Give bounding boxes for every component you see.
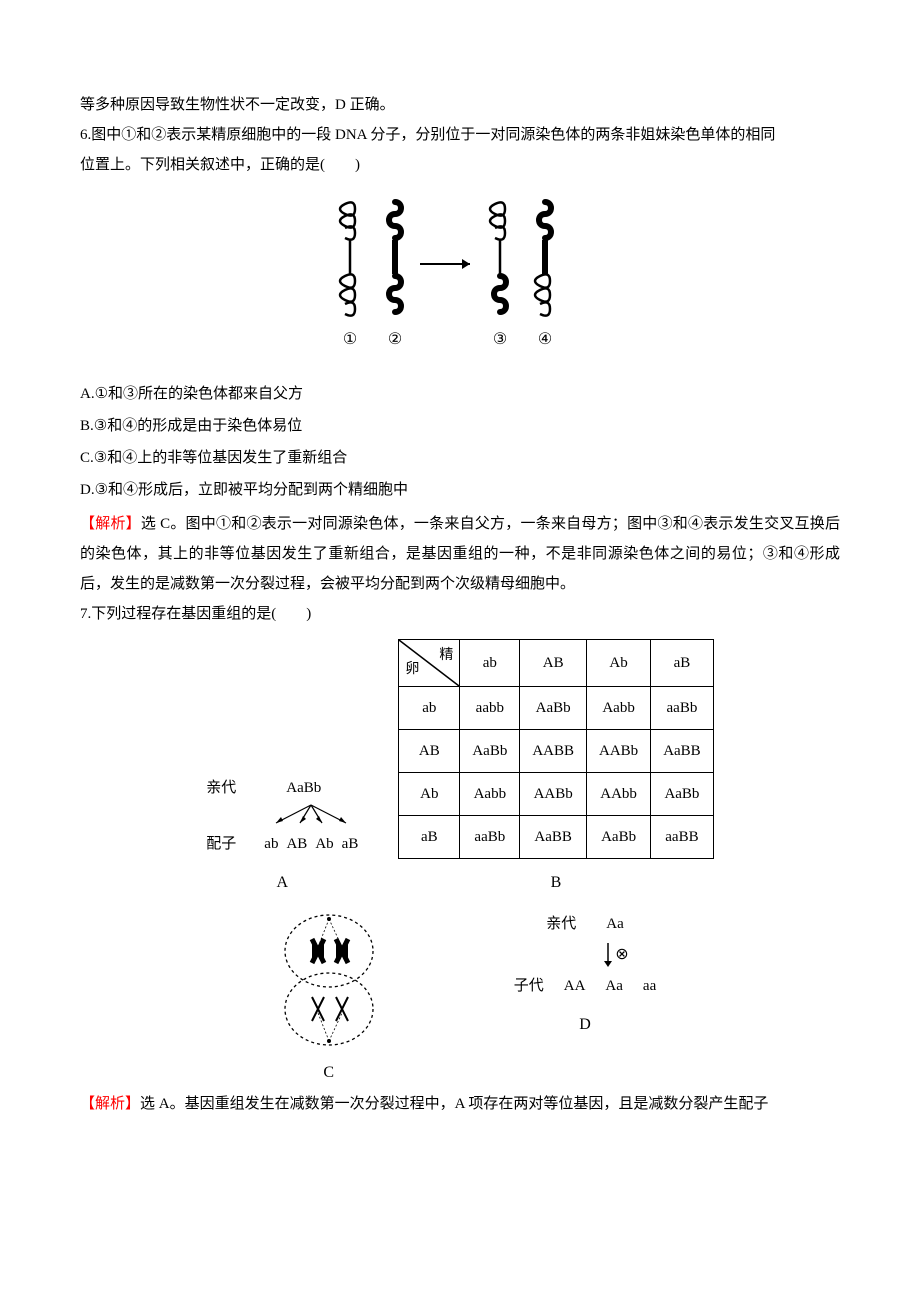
cell-1-1: AABB (520, 730, 587, 773)
cell-2-0: Aabb (460, 773, 520, 816)
panel-b-label: B (551, 867, 562, 899)
cell-0-0: aabb (460, 687, 520, 730)
q6-option-c: C.③和④上的非等位基因发生了重新组合 (80, 443, 840, 473)
chromosome-diagram: ① ② ③ ④ (315, 194, 605, 354)
row-0-h: ab (399, 687, 460, 730)
q6-option-a: A.①和③所在的染色体都来自父方 (80, 379, 840, 409)
col-3: aB (651, 640, 714, 687)
d-off-1: Aa (605, 971, 623, 1001)
q7-row-ab: 亲代 AaBb 配子 ab AB Ab aB A (80, 639, 840, 899)
q6-stem-b: 位置上。下列相关叙述中，正确的是( ) (80, 150, 840, 180)
cell-0-2: Aabb (587, 687, 651, 730)
cell-3-1: AaBB (520, 816, 587, 859)
analysis-label: 【解析】 (80, 1096, 140, 1112)
cell-division-diagram (264, 909, 394, 1049)
row-2-h: Ab (399, 773, 460, 816)
gamete-1: AB (286, 829, 307, 859)
col-0: ab (460, 640, 520, 687)
branch-arrows-icon (266, 803, 356, 829)
punnett-table: 精 卵 ab AB Ab aB ab aabb AaBb Aabb aaBb A… (398, 639, 713, 859)
cell-1-2: AABb (587, 730, 651, 773)
cell-3-3: aaBB (651, 816, 714, 859)
d-parent-value: Aa (606, 909, 624, 939)
d-parent-label: 亲代 (546, 909, 576, 939)
row-1-h: AB (399, 730, 460, 773)
cell-0-3: aaBb (651, 687, 714, 730)
d-off-2: aa (643, 971, 656, 1001)
q7-stem: 7.下列过程存在基因重组的是( ) (80, 599, 840, 629)
gamete-2: Ab (315, 829, 333, 859)
panel-d-content: 亲代 Aa ⊗ 子代 AA Aa aa (514, 909, 657, 1001)
svg-text:①: ① (343, 331, 357, 348)
q7-panel-b: 精 卵 ab AB Ab aB ab aabb AaBb Aabb aaBb A… (398, 639, 713, 899)
q7-row-cd: C 亲代 Aa ⊗ 子代 AA Aa aa D (80, 909, 840, 1089)
cell-0-1: AaBb (520, 687, 587, 730)
parent-label: 亲代 (206, 773, 246, 803)
d-offspring-label: 子代 (514, 971, 544, 1001)
col-1: AB (520, 640, 587, 687)
cell-3-0: aaBb (460, 816, 520, 859)
down-arrow-icon (601, 941, 615, 969)
parent-value: AaBb (286, 773, 321, 803)
panel-d-label: D (579, 1009, 591, 1041)
cell-2-2: AAbb (587, 773, 651, 816)
gamete-3: aB (342, 829, 359, 859)
diag-top: 精 (439, 642, 453, 670)
q6-option-b: B.③和④的形成是由于染色体易位 (80, 411, 840, 441)
q6-figure: ① ② ③ ④ (80, 194, 840, 365)
cell-3-2: AaBb (587, 816, 651, 859)
q6-options: A.①和③所在的染色体都来自父方 B.③和④的形成是由于染色体易位 C.③和④上… (80, 379, 840, 505)
q7-panel-c: C (264, 909, 394, 1089)
diag-bot: 卵 (405, 656, 419, 684)
cell-2-3: AaBb (651, 773, 714, 816)
self-cross-symbol: ⊗ (615, 939, 628, 971)
analysis-text: 选 C。图中①和②表示一对同源染色体，一条来自父方，一条来自母方；图中③和④表示… (80, 516, 840, 592)
intro-line: 等多种原因导致生物性状不一定改变，D 正确。 (80, 90, 840, 120)
q7-panel-a: 亲代 AaBb 配子 ab AB Ab aB A (206, 639, 358, 899)
cell-1-0: AaBb (460, 730, 520, 773)
d-off-0: AA (564, 971, 586, 1001)
q6-option-d: D.③和④形成后，立即被平均分配到两个精细胞中 (80, 475, 840, 505)
analysis-text: 选 A。基因重组发生在减数第一次分裂过程中，A 项存在两对等位基因，且是减数分裂… (140, 1096, 768, 1112)
gamete-label: 配子 (206, 829, 246, 859)
col-2: Ab (587, 640, 651, 687)
cell-2-1: AABb (520, 773, 587, 816)
gamete-0: ab (264, 829, 278, 859)
svg-text:③: ③ (493, 331, 507, 348)
row-3-h: aB (399, 816, 460, 859)
q7-panel-d: 亲代 Aa ⊗ 子代 AA Aa aa D (514, 909, 657, 1089)
panel-c-label: C (323, 1057, 334, 1089)
svg-text:②: ② (388, 331, 402, 348)
panel-a-tree: 亲代 AaBb 配子 ab AB Ab aB (206, 773, 358, 859)
analysis-label: 【解析】 (80, 516, 141, 532)
q6-analysis: 【解析】选 C。图中①和②表示一对同源染色体，一条来自父方，一条来自母方；图中③… (80, 509, 840, 599)
panel-a-label: A (277, 867, 289, 899)
svg-text:④: ④ (538, 331, 552, 348)
q6-stem-a: 6.图中①和②表示某精原细胞中的一段 DNA 分子，分别位于一对同源染色体的两条… (80, 120, 840, 150)
cell-1-3: AaBB (651, 730, 714, 773)
diag-header: 精 卵 (399, 640, 460, 687)
q7-analysis: 【解析】选 A。基因重组发生在减数第一次分裂过程中，A 项存在两对等位基因，且是… (80, 1089, 840, 1119)
